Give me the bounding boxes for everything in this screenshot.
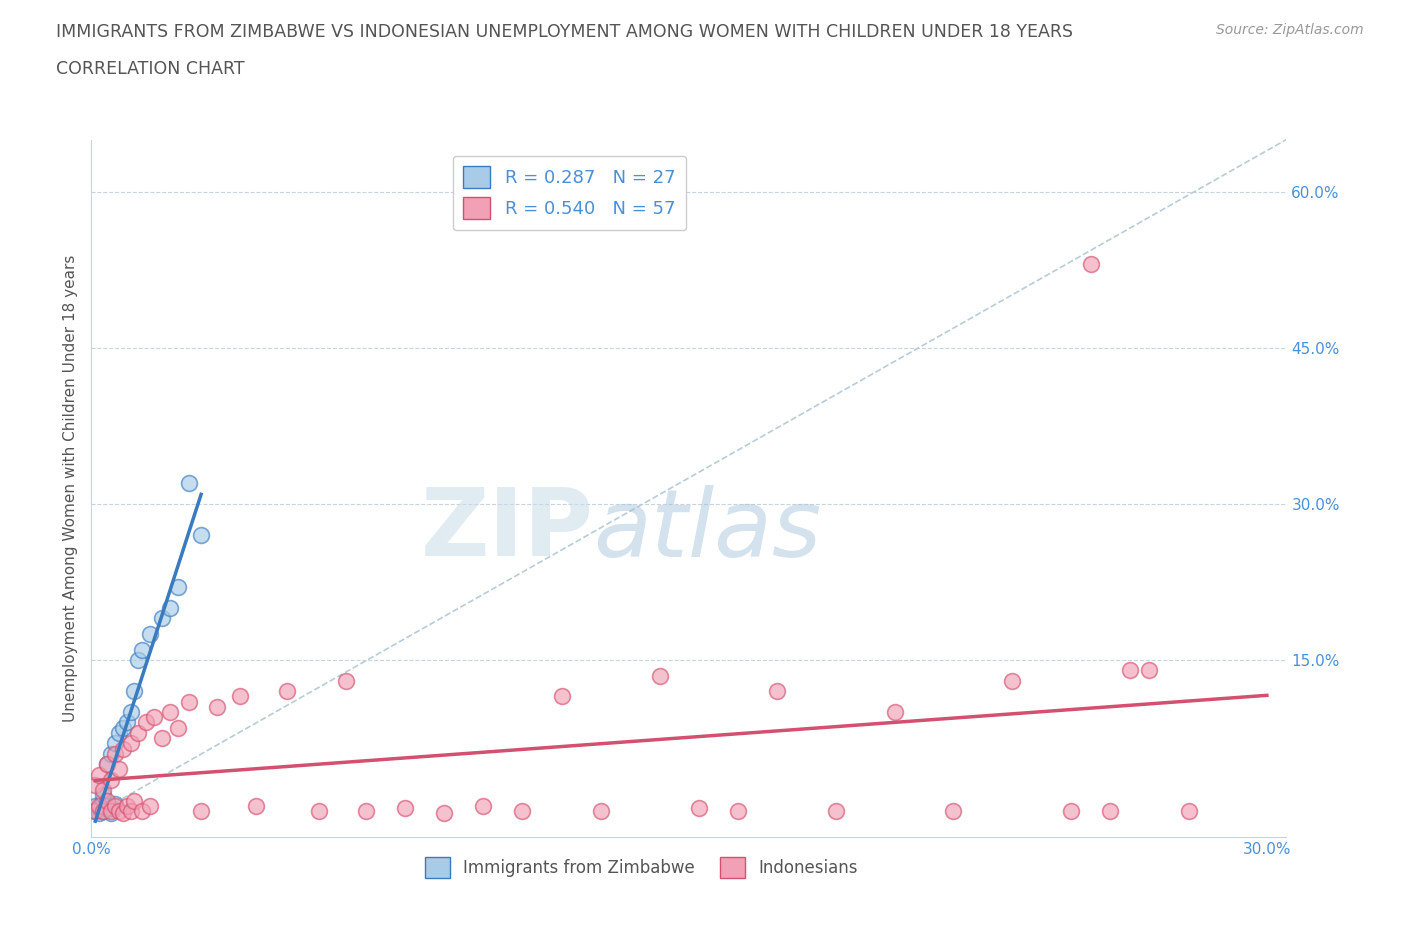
- Point: [335, 673, 357, 688]
- Point: [120, 804, 142, 818]
- Point: [120, 705, 142, 720]
- Point: [91, 793, 114, 808]
- Point: [84, 804, 107, 818]
- Point: [104, 746, 127, 761]
- Point: [96, 757, 118, 772]
- Point: [150, 611, 173, 626]
- Point: [127, 653, 149, 668]
- Point: [512, 804, 534, 818]
- Point: [100, 804, 122, 818]
- Point: [550, 689, 572, 704]
- Point: [276, 684, 298, 698]
- Point: [108, 804, 131, 818]
- Legend: Immigrants from Zimbabwe, Indonesians: Immigrants from Zimbabwe, Indonesians: [418, 851, 865, 884]
- Point: [1060, 804, 1083, 818]
- Point: [100, 805, 122, 820]
- Point: [139, 627, 162, 642]
- Point: [124, 793, 146, 808]
- Point: [100, 801, 122, 816]
- Point: [205, 699, 228, 714]
- Point: [143, 710, 166, 724]
- Point: [108, 762, 131, 777]
- Point: [104, 798, 127, 813]
- Point: [89, 767, 111, 782]
- Text: IMMIGRANTS FROM ZIMBABWE VS INDONESIAN UNEMPLOYMENT AMONG WOMEN WITH CHILDREN UN: IMMIGRANTS FROM ZIMBABWE VS INDONESIAN U…: [56, 23, 1073, 41]
- Point: [727, 804, 749, 818]
- Point: [648, 668, 671, 683]
- Point: [245, 798, 267, 813]
- Point: [1099, 804, 1122, 818]
- Point: [159, 705, 181, 720]
- Point: [150, 731, 173, 746]
- Point: [433, 805, 456, 820]
- Point: [308, 804, 330, 818]
- Point: [883, 705, 905, 720]
- Point: [825, 804, 848, 818]
- Point: [159, 601, 181, 616]
- Point: [131, 804, 153, 818]
- Point: [688, 801, 710, 816]
- Point: [179, 475, 201, 490]
- Point: [766, 684, 789, 698]
- Point: [84, 777, 107, 792]
- Point: [89, 801, 111, 816]
- Point: [190, 804, 212, 818]
- Point: [127, 725, 149, 740]
- Point: [84, 804, 107, 818]
- Point: [166, 720, 188, 735]
- Point: [120, 736, 142, 751]
- Point: [1119, 663, 1142, 678]
- Point: [96, 757, 118, 772]
- Point: [100, 772, 122, 787]
- Point: [139, 798, 162, 813]
- Point: [111, 720, 134, 735]
- Point: [179, 694, 201, 709]
- Point: [942, 804, 965, 818]
- Point: [354, 804, 377, 818]
- Point: [89, 798, 111, 813]
- Point: [190, 527, 212, 542]
- Point: [1177, 804, 1199, 818]
- Point: [91, 804, 114, 818]
- Point: [104, 796, 127, 811]
- Point: [91, 804, 114, 818]
- Point: [89, 805, 111, 820]
- Point: [135, 715, 157, 730]
- Point: [111, 741, 134, 756]
- Point: [104, 736, 127, 751]
- Text: CORRELATION CHART: CORRELATION CHART: [56, 60, 245, 78]
- Point: [115, 715, 138, 730]
- Point: [96, 798, 118, 813]
- Point: [1080, 257, 1102, 272]
- Point: [229, 689, 252, 704]
- Point: [115, 798, 138, 813]
- Point: [84, 798, 107, 813]
- Point: [394, 801, 416, 816]
- Point: [124, 684, 146, 698]
- Text: atlas: atlas: [593, 485, 821, 576]
- Point: [1137, 663, 1160, 678]
- Point: [96, 793, 118, 808]
- Text: Source: ZipAtlas.com: Source: ZipAtlas.com: [1216, 23, 1364, 37]
- Point: [91, 788, 114, 803]
- Point: [166, 579, 188, 594]
- Point: [1001, 673, 1024, 688]
- Text: ZIP: ZIP: [420, 485, 593, 576]
- Point: [111, 805, 134, 820]
- Point: [131, 643, 153, 658]
- Point: [472, 798, 495, 813]
- Point: [589, 804, 612, 818]
- Point: [100, 746, 122, 761]
- Y-axis label: Unemployment Among Women with Children Under 18 years: Unemployment Among Women with Children U…: [62, 255, 77, 722]
- Point: [108, 725, 131, 740]
- Point: [91, 783, 114, 798]
